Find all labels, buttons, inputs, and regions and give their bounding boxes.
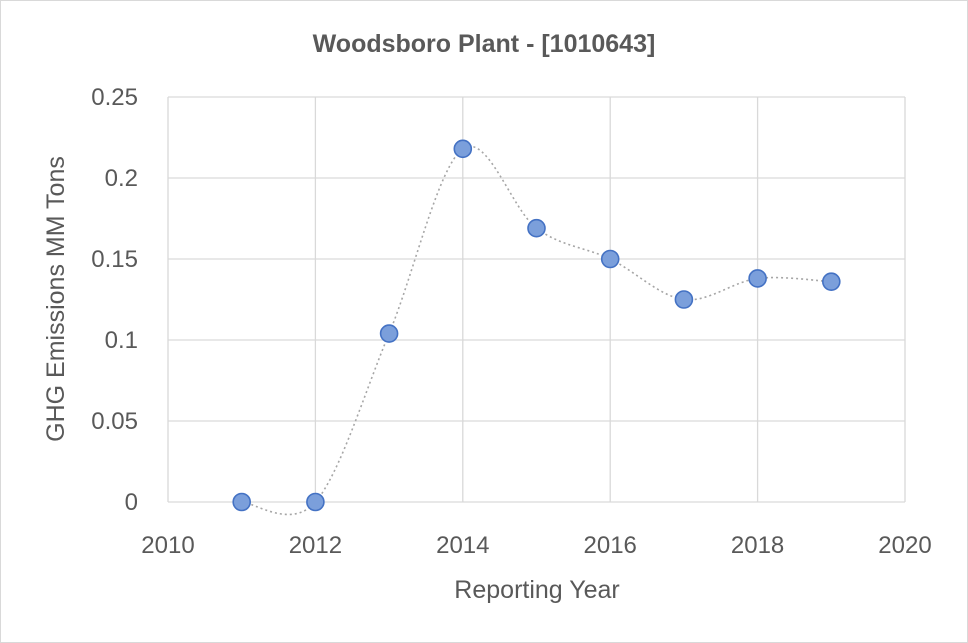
data-points — [232, 139, 841, 512]
data-point-2018 — [748, 269, 767, 288]
y-tick-label: 0.25 — [91, 84, 138, 111]
y-tick-label: 0.2 — [105, 165, 138, 192]
x-tick-label: 2012 — [289, 532, 342, 559]
x-axis-label: Reporting Year — [454, 576, 619, 604]
x-tick-label: 2010 — [141, 532, 194, 559]
y-axis-ticks: 0 0.05 0.1 0.15 0.2 0.25 — [91, 84, 138, 516]
chart-title: Woodsboro Plant - [1010643] — [313, 30, 656, 58]
x-tick-label: 2018 — [731, 532, 784, 559]
y-axis-label: GHG Emissions MM Tons — [42, 156, 70, 442]
x-tick-label: 2014 — [436, 532, 489, 559]
gridlines — [167, 96, 906, 503]
data-point-2014 — [453, 139, 473, 159]
x-tick-label: 2020 — [878, 532, 931, 559]
y-tick-label: 0.05 — [91, 408, 138, 435]
data-point-2011 — [232, 492, 251, 512]
series-line — [241, 145, 832, 516]
data-point-2015 — [527, 218, 546, 238]
y-tick-label: 0.1 — [105, 327, 138, 354]
y-tick-label: 0 — [125, 489, 138, 516]
x-axis-ticks: 2010 2012 2014 2016 2018 2020 — [141, 532, 931, 559]
x-tick-label: 2016 — [584, 532, 637, 559]
data-point-2019 — [821, 272, 841, 291]
data-point-2016 — [600, 249, 620, 269]
data-point-2013 — [379, 324, 399, 343]
data-point-2012 — [306, 492, 325, 512]
y-tick-label: 0.15 — [91, 246, 138, 273]
data-point-2017 — [674, 290, 694, 309]
